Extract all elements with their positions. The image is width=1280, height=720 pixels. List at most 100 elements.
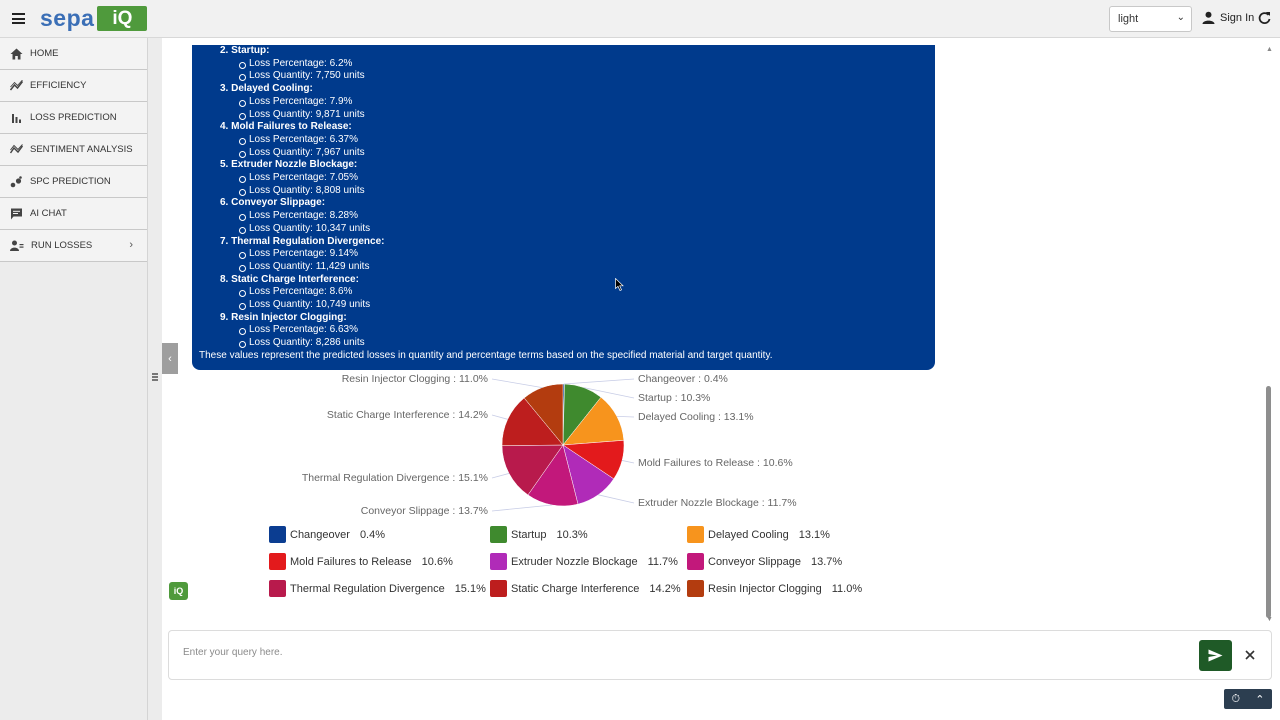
pie-slice[interactable] <box>501 444 564 496</box>
loss-item-title: 9. Resin Injector Clogging: <box>220 311 347 323</box>
legend-label: Resin Injector Clogging <box>708 582 822 595</box>
legend-swatch <box>269 526 286 543</box>
chevron-right-icon: › <box>129 239 133 251</box>
legend-item[interactable]: Changeover 0.4% <box>269 526 385 543</box>
loss-quantity: Loss Quantity: 7,750 units <box>199 70 935 83</box>
logo-badge: iQ <box>97 6 148 31</box>
legend-item[interactable]: Extruder Nozzle Blockage 11.7% <box>490 553 678 570</box>
legend-label: Startup <box>511 528 547 541</box>
logo-text: sepa <box>40 5 95 31</box>
logo: sepa iQ <box>40 5 148 31</box>
legend-item[interactable]: Static Charge Interference 14.2% <box>490 580 681 597</box>
scroll-up-icon[interactable]: ▲ <box>1266 46 1273 53</box>
pie-label: Resin Injector Clogging : 11.0% <box>342 373 488 385</box>
loss-quantity: Loss Quantity: 7,967 units <box>199 147 935 160</box>
timer-icon[interactable]: ⏱ <box>1231 692 1241 705</box>
bar-chart-icon <box>12 113 21 123</box>
loss-item-title: 6. Conveyor Slippage: <box>220 197 326 209</box>
pie-slice[interactable] <box>501 397 564 446</box>
legend-percent: 13.7% <box>810 555 843 568</box>
menu-icon[interactable] <box>12 13 25 24</box>
legend-swatch <box>269 580 286 597</box>
user-icon <box>1202 11 1215 24</box>
send-button[interactable] <box>1199 640 1232 671</box>
legend-item[interactable]: Conveyor Slippage 13.7% <box>687 553 842 570</box>
chevron-down-icon: ⌄ <box>1176 12 1185 23</box>
chat-icon <box>11 208 22 219</box>
legend-item[interactable]: Resin Injector Clogging 11.0% <box>687 580 862 597</box>
pie-slice[interactable] <box>523 383 564 446</box>
legend-item[interactable]: Thermal Regulation Divergence 15.1% <box>269 580 486 597</box>
query-input[interactable] <box>183 647 1183 658</box>
loss-percentage: Loss Percentage: 9.14% <box>199 248 935 261</box>
pie-slice[interactable] <box>527 444 579 507</box>
sidebar-item-label: SENTIMENT ANALYSIS <box>30 144 133 155</box>
legend-percent: 10.3% <box>556 528 588 541</box>
loss-item-title: 7. Thermal Regulation Divergence: <box>220 235 385 247</box>
loss-percentage: Loss Percentage: 7.05% <box>199 172 935 185</box>
resize-handle[interactable] <box>152 373 158 385</box>
sidebar-item-label: LOSS PREDICTION <box>30 112 117 123</box>
legend-label: Changeover <box>290 528 350 541</box>
loss-item-title: 5. Extruder Nozzle Blockage: <box>220 159 358 171</box>
legend-percent: 10.6% <box>421 555 453 568</box>
pie-label: Mold Failures to Release : 10.6% <box>638 457 793 469</box>
theme-select[interactable]: light ⌄ <box>1109 6 1192 32</box>
pie-leader-line <box>598 494 635 504</box>
sign-in-label: Sign In <box>1220 11 1255 24</box>
collapse-sidebar-button[interactable]: ‹ <box>162 343 178 374</box>
sidebar-item-efficiency[interactable]: EFFICIENCY <box>0 70 147 102</box>
loss-item-title: 2. Startup: <box>220 45 270 56</box>
loss-quantity: Loss Quantity: 8,808 units <box>199 185 935 198</box>
scatter-icon <box>10 175 22 187</box>
sidebar-item-spc-prediction[interactable]: SPC PREDICTION <box>0 166 147 198</box>
legend-percent: 11.7% <box>647 555 678 568</box>
corner-widget[interactable]: ⏱ ⌃ <box>1224 689 1272 709</box>
pie-leader-line <box>583 387 635 399</box>
legend-item[interactable]: Startup 10.3% <box>490 526 588 543</box>
legend-label: Thermal Regulation Divergence <box>290 582 445 595</box>
loss-pie-chart: Changeover : 0.4% Startup : 10.3% Delayed … <box>302 373 797 517</box>
send-icon <box>1208 649 1223 662</box>
legend-swatch <box>687 580 704 597</box>
sidebar-item-run-losses[interactable]: RUN LOSSES › <box>0 230 147 262</box>
sidebar-item-home[interactable]: HOME <box>0 38 147 70</box>
loss-item-title: 8. Static Charge Interference: <box>220 273 359 285</box>
sign-in-button[interactable]: Sign In <box>1202 11 1254 24</box>
trend-icon <box>10 79 23 90</box>
legend-item[interactable]: Mold Failures to Release 10.6% <box>269 553 453 570</box>
pie-leader-line <box>616 415 635 418</box>
loss-percentage: Loss Percentage: 6.63% <box>199 324 935 337</box>
scrollbar-thumb[interactable] <box>1266 386 1271 618</box>
loss-item-title: 3. Delayed Cooling: <box>220 83 313 95</box>
legend-percent: 11.0% <box>831 582 863 595</box>
sidebar: HOME EFFICIENCY LOSS PREDICTION SENTIMEN… <box>0 38 148 720</box>
pie-leader-line <box>491 473 510 479</box>
wave-icon <box>10 143 23 153</box>
loss-quantity: Loss Quantity: 8,286 units <box>199 337 935 350</box>
refresh-icon[interactable] <box>1258 11 1271 25</box>
legend-percent: 14.2% <box>649 582 681 595</box>
response-summary: These values represent the predicted los… <box>199 349 773 361</box>
sidebar-item-ai-chat[interactable]: AI CHAT <box>0 198 147 230</box>
loss-list: 2. Startup: Loss Percentage: 6.2% Loss Qua… <box>199 45 935 350</box>
theme-value: light <box>1118 13 1139 25</box>
loss-percentage: Loss Percentage: 8.28% <box>199 210 935 223</box>
legend-label: Delayed Cooling <box>708 528 789 541</box>
close-icon[interactable] <box>1242 647 1258 663</box>
loss-quantity: Loss Quantity: 9,871 units <box>199 109 935 122</box>
pie-leader-line <box>621 460 635 464</box>
legend-label: Extruder Nozzle Blockage <box>511 555 638 568</box>
pie-label: Conveyor Slippage : 13.7% <box>361 505 488 517</box>
loss-percentage: Loss Percentage: 6.2% <box>199 58 935 71</box>
loss-percentage: Loss Percentage: 8.6% <box>199 286 935 299</box>
sidebar-item-loss-prediction[interactable]: LOSS PREDICTION <box>0 102 147 134</box>
legend-swatch <box>490 526 507 543</box>
legend-item[interactable]: Delayed Cooling 13.1% <box>687 526 830 543</box>
mouse-cursor <box>615 278 624 291</box>
scroll-down-icon[interactable]: ▼ <box>1266 616 1273 623</box>
chevron-up-icon[interactable]: ⌃ <box>1255 693 1265 706</box>
scrollbar[interactable]: ▲ ▼ <box>1265 44 1273 630</box>
sidebar-item-sentiment-analysis[interactable]: SENTIMENT ANALYSIS <box>0 134 147 166</box>
pie-label: Thermal Regulation Divergence : 15.1% <box>302 472 488 484</box>
